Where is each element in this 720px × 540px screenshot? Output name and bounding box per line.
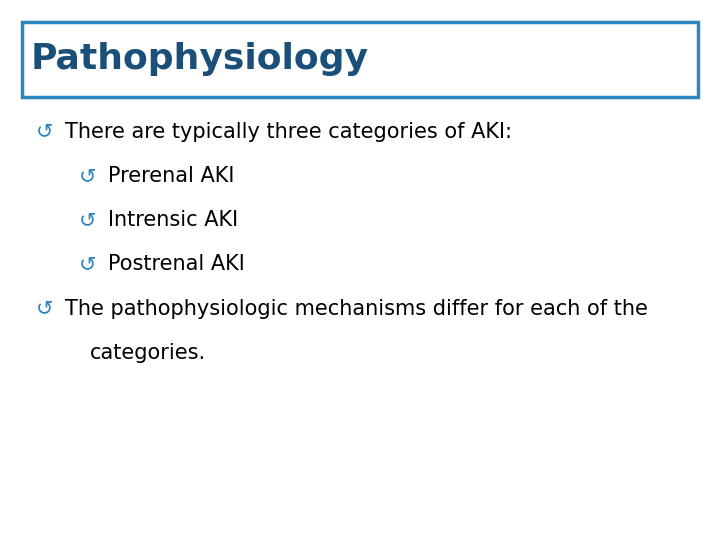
Text: ↺: ↺ <box>79 210 96 230</box>
Text: There are typically three categories of AKI:: There are typically three categories of … <box>65 122 512 141</box>
Text: ↺: ↺ <box>79 254 96 274</box>
Text: ↺: ↺ <box>79 166 96 186</box>
FancyBboxPatch shape <box>22 22 698 97</box>
Text: Intrensic AKI: Intrensic AKI <box>108 210 238 230</box>
Text: Postrenal AKI: Postrenal AKI <box>108 254 245 274</box>
Text: The pathophysiologic mechanisms differ for each of the: The pathophysiologic mechanisms differ f… <box>65 299 648 319</box>
Text: ↺: ↺ <box>36 122 53 141</box>
Text: Prerenal AKI: Prerenal AKI <box>108 166 235 186</box>
Text: Pathophysiology: Pathophysiology <box>30 43 368 76</box>
Text: ↺: ↺ <box>36 299 53 319</box>
Text: categories.: categories. <box>90 343 206 363</box>
